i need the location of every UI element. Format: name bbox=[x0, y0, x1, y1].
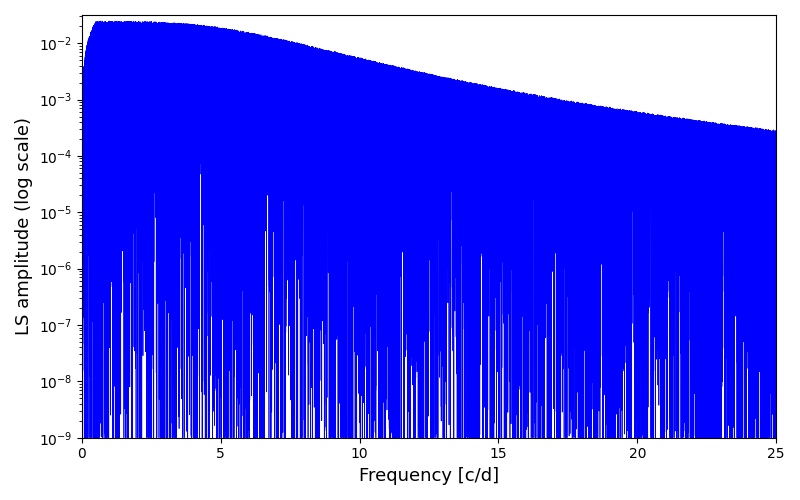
X-axis label: Frequency [c/d]: Frequency [c/d] bbox=[359, 467, 499, 485]
Y-axis label: LS amplitude (log scale): LS amplitude (log scale) bbox=[15, 118, 33, 336]
